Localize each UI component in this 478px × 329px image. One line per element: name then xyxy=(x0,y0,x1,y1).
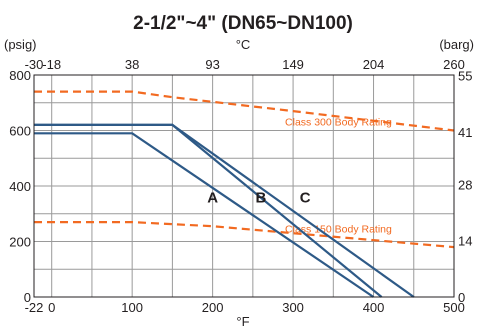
top-tick-label: 260 xyxy=(443,57,465,72)
right-tick-label: 14 xyxy=(458,234,472,249)
top-tick-label: 204 xyxy=(363,57,385,72)
left-tick-label: 800 xyxy=(9,68,31,83)
series-labels: A B C xyxy=(207,190,311,207)
series-label: A xyxy=(207,190,218,207)
right-axis-unit: (barg) xyxy=(439,37,474,52)
rating-line-label: Class 300 Body Rating xyxy=(285,117,392,129)
right-tick-label: 28 xyxy=(458,177,472,192)
series-lines xyxy=(34,123,415,298)
left-axis-unit: (psig) xyxy=(4,37,37,52)
bottom-tick-label: 0 xyxy=(48,300,55,315)
left-tick-label: 400 xyxy=(9,179,31,194)
left-tick-label: 600 xyxy=(9,124,31,139)
rating-line xyxy=(34,221,455,249)
bottom-tick-label: 200 xyxy=(202,300,224,315)
chart-title: 2-1/2"~4" (DN65~DN100) xyxy=(133,13,353,34)
top-axis-unit: °C xyxy=(236,37,251,52)
bottom-tick-label: 500 xyxy=(443,300,465,315)
rating-lines: Class 300 Body Rating Class 150 Body Rati… xyxy=(34,90,455,249)
left-tick-label: 0 xyxy=(24,290,31,305)
top-tick-label: 38 xyxy=(125,57,139,72)
series-line xyxy=(34,123,415,298)
rating-line-label: Class 150 Body Rating xyxy=(285,224,392,236)
series-label: C xyxy=(300,190,311,207)
top-tick-label: 149 xyxy=(282,57,304,72)
right-tick-label: 0 xyxy=(458,290,465,305)
grid xyxy=(34,75,454,297)
bottom-tick-label: 300 xyxy=(282,300,304,315)
axis-ticks: -22 0 100 200 300 400 500-30-18 38 93 149 204 26002… xyxy=(9,57,472,315)
series-label: B xyxy=(255,190,266,207)
plot-frame xyxy=(33,74,455,298)
right-tick-label: 41 xyxy=(458,125,472,140)
rating-line xyxy=(34,90,455,132)
bottom-tick-label: 400 xyxy=(363,300,385,315)
bottom-tick-label: 100 xyxy=(121,300,143,315)
series-line xyxy=(34,132,375,298)
bottom-axis-unit: °F xyxy=(236,314,249,329)
top-tick-label: -18 xyxy=(42,57,61,72)
top-tick-label: 93 xyxy=(205,57,219,72)
top-tick-label: -30 xyxy=(25,57,44,72)
right-tick-label: 55 xyxy=(458,69,472,84)
left-tick-label: 200 xyxy=(9,235,31,250)
bottom-tick-label: -22 xyxy=(25,300,44,315)
